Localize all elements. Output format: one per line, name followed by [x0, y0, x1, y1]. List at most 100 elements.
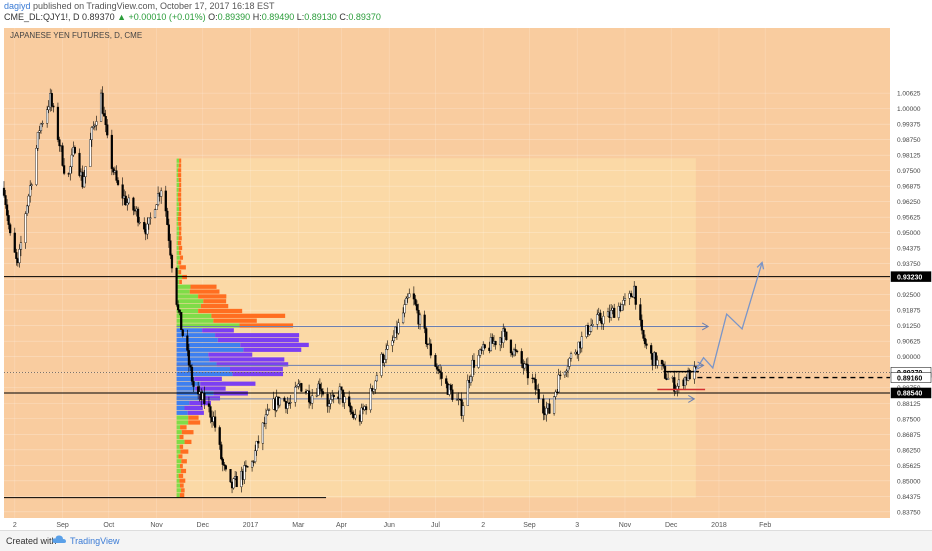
candle-body [153, 209, 157, 218]
price-tick-label: 0.84375 [897, 494, 921, 501]
profile-buy-bar [176, 240, 178, 246]
candle-body [311, 395, 314, 404]
price-tick-label: 0.92500 [897, 292, 921, 299]
candle-body [514, 349, 517, 352]
candle-body [602, 315, 605, 325]
price-tick-label: 0.98750 [897, 137, 921, 144]
profile-buy-bar [176, 430, 182, 435]
candle-body [445, 378, 448, 384]
price-tick-label: 0.95625 [897, 215, 921, 222]
candle-body [83, 176, 86, 188]
profile-buy-bar [176, 328, 203, 333]
profile-sell-bar [179, 182, 182, 188]
profile-sell-bar [178, 236, 182, 241]
candle-body [121, 184, 124, 199]
candle-body [392, 337, 395, 342]
profile-buy-bar [176, 255, 180, 260]
profile-sell-bar [200, 304, 229, 309]
candle-body [41, 122, 44, 125]
time-axis-background[interactable] [4, 518, 890, 530]
profile-sell-bar [232, 371, 284, 377]
candle-body [656, 359, 659, 366]
candle-body [677, 379, 681, 387]
candle-body [278, 397, 281, 406]
time-tick-label: Oct [103, 522, 114, 529]
profile-buy-bar [176, 299, 204, 304]
profile-sell-bar [178, 177, 182, 183]
candle-body [623, 298, 627, 301]
close-value: 0.89370 [348, 12, 381, 22]
author-name[interactable]: dagiyd [4, 1, 31, 11]
candle-body [186, 335, 189, 351]
candle-body [29, 185, 32, 197]
candle-body [106, 124, 109, 136]
profile-sell-bar [217, 337, 299, 343]
candle-body [146, 223, 149, 235]
profile-buy-bar [176, 478, 180, 483]
price-tick-label: 0.85000 [897, 478, 921, 485]
profile-buy-bar [176, 279, 180, 285]
candle-body [640, 319, 644, 331]
candle-body [645, 343, 648, 346]
candle-body [229, 469, 232, 483]
candle-body [341, 389, 345, 403]
candle-body [548, 403, 551, 414]
candle-body [223, 464, 226, 466]
candle-body [181, 329, 184, 336]
candle-body [295, 385, 298, 388]
price-label-text: 0.88540 [897, 391, 922, 398]
candle-body [650, 345, 653, 354]
profile-sell-bar [211, 313, 286, 318]
price-tick-label: 1.00625 [897, 91, 921, 98]
candle-body [261, 422, 264, 444]
profile-buy-bar [176, 347, 244, 352]
profile-buy-bar [176, 464, 180, 469]
candle-body [90, 127, 93, 140]
profile-buy-bar [176, 173, 179, 178]
candle-body [532, 378, 536, 380]
candle-body [683, 377, 687, 386]
candle-body [479, 349, 482, 356]
candle-body [401, 312, 405, 324]
profile-sell-bar [179, 493, 185, 498]
profile-sell-bar [198, 294, 227, 299]
candle-body [343, 396, 346, 403]
candle-body [534, 379, 537, 390]
candle-body [639, 304, 642, 321]
candle-body [552, 396, 556, 414]
candle-body [613, 307, 616, 318]
candle-body [328, 403, 331, 407]
candle-body [170, 255, 174, 269]
candle-body [297, 383, 300, 387]
profile-sell-bar [216, 362, 289, 367]
price-chart[interactable]: 1.00625 1.00000 0.99375 0.98750 0.98125 0.975… [0, 24, 932, 530]
footer-bar: Created with TradingView [0, 530, 932, 551]
candle-body [73, 147, 76, 154]
candle-body [440, 372, 443, 379]
candle-body [220, 444, 223, 460]
candle-body [13, 232, 16, 253]
candle-body [381, 353, 385, 363]
profile-sell-bar [178, 202, 182, 207]
profile-buy-bar [176, 260, 179, 265]
profile-sell-bar [180, 468, 187, 474]
time-axis: 2 Sep Oct Nov Dec 2017 Mar Apr Jun Jul 2 Sep 3 Nov Dec… [13, 522, 771, 529]
candle-body [354, 414, 357, 419]
candle-body [340, 386, 343, 391]
profile-sell-bar [179, 464, 183, 469]
publish-text: published on TradingView.com, October 17… [33, 1, 275, 11]
candle-body [591, 324, 594, 326]
time-tick-label: Jul [431, 522, 440, 529]
candle-body [243, 465, 246, 480]
candle-body [526, 364, 529, 379]
candle-body [180, 311, 183, 330]
candle-body [266, 410, 269, 415]
candle-body [380, 353, 383, 376]
close-label: C: [339, 12, 349, 22]
profile-buy-bar [176, 211, 179, 217]
candle-body [203, 392, 206, 404]
candle-body [192, 381, 195, 387]
price-tick-label: 0.99375 [897, 122, 921, 129]
tradingview-brand[interactable]: TradingView [70, 536, 120, 546]
candle-body [503, 328, 506, 333]
